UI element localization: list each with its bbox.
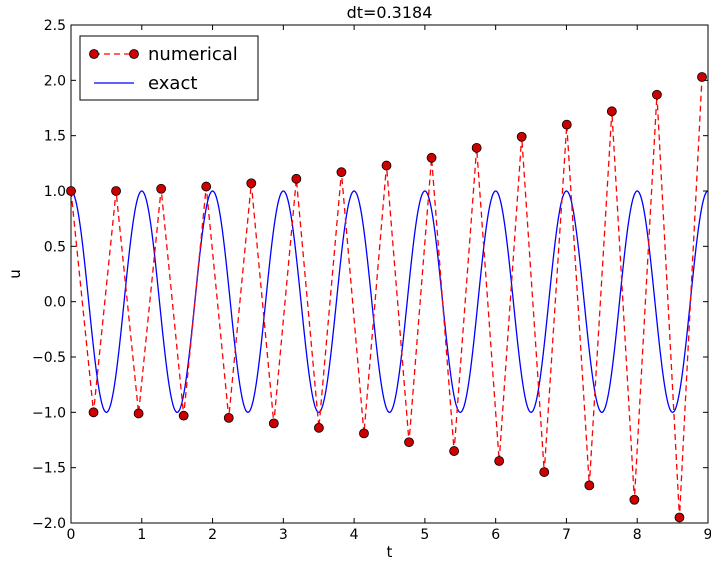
numerical-point	[178, 410, 189, 421]
numerical-point	[674, 512, 685, 523]
numerical-point	[291, 173, 302, 184]
numerical-point	[652, 89, 662, 100]
numerical-point	[584, 480, 595, 491]
numerical-point	[313, 422, 324, 433]
x-tick-label: 9	[704, 527, 711, 543]
numerical-point	[201, 181, 212, 192]
numerical-point	[426, 152, 437, 163]
numerical-point	[606, 106, 617, 117]
y-tick-label: −1.0	[32, 405, 66, 421]
y-tick-label: −1.5	[32, 461, 66, 477]
y-tick-label: 0.0	[44, 295, 66, 311]
legend-exact-label: exact	[148, 73, 197, 94]
numerical-point	[336, 167, 347, 178]
legend-box	[79, 35, 259, 101]
x-tick-label: 5	[420, 527, 429, 543]
y-axis: −2.0 −1.5 −1.0 −0.5 0.0 0.5 1.0 1.5 2.0 2.5	[32, 18, 708, 532]
legend-numerical-label: numerical	[148, 44, 238, 65]
legend-numerical-marker	[129, 49, 139, 59]
numerical-point	[539, 467, 550, 477]
numerical-point	[133, 408, 144, 419]
y-tick-label: 1.0	[44, 184, 66, 200]
numerical-point	[494, 456, 505, 466]
chart-title: dt=0.3184	[347, 3, 433, 22]
numerical-point	[156, 183, 167, 194]
y-axis-label: u	[6, 269, 24, 279]
numerical-point	[561, 119, 572, 130]
plot-area	[71, 76, 708, 518]
numerical-series	[71, 76, 703, 518]
numerical-point	[516, 131, 527, 142]
y-tick-label: −0.5	[32, 350, 66, 366]
legend-numerical-marker	[89, 49, 99, 59]
x-tick-label: 0	[67, 527, 76, 543]
y-tick-label: 0.5	[44, 239, 66, 255]
numerical-point	[223, 412, 234, 423]
numerical-markers	[66, 72, 707, 523]
numerical-point	[381, 160, 392, 171]
numerical-point	[111, 186, 121, 196]
x-tick-label: 1	[137, 527, 146, 543]
y-tick-label: −2.0	[32, 516, 66, 532]
x-tick-label: 6	[491, 527, 500, 543]
numerical-point	[66, 186, 76, 196]
x-tick-label: 2	[208, 527, 217, 543]
exact-series	[71, 190, 708, 413]
numerical-point	[246, 178, 257, 189]
y-tick-label: 2.0	[44, 73, 66, 89]
x-tick-label: 7	[562, 527, 571, 543]
numerical-point	[697, 72, 707, 82]
y-tick-label: 1.5	[44, 129, 66, 145]
numerical-point	[268, 418, 279, 429]
plot-frame	[70, 24, 709, 524]
numerical-point	[359, 428, 369, 439]
y-tick-label: 2.5	[44, 18, 66, 34]
numerical-point	[404, 437, 414, 448]
exact-line	[71, 190, 708, 413]
numerical-point	[449, 446, 460, 456]
legend: numerical exact	[79, 35, 259, 101]
x-tick-label: 3	[279, 527, 288, 543]
numerical-point	[88, 407, 99, 418]
numerical-point	[629, 494, 640, 505]
x-axis: 0 1 2 3 4 5 6 7 8 9	[67, 25, 711, 543]
numerical-line	[71, 76, 703, 518]
x-tick-label: 4	[350, 527, 359, 543]
x-tick-label: 8	[633, 527, 642, 543]
x-axis-label: t	[387, 543, 393, 561]
numerical-point	[471, 142, 482, 153]
